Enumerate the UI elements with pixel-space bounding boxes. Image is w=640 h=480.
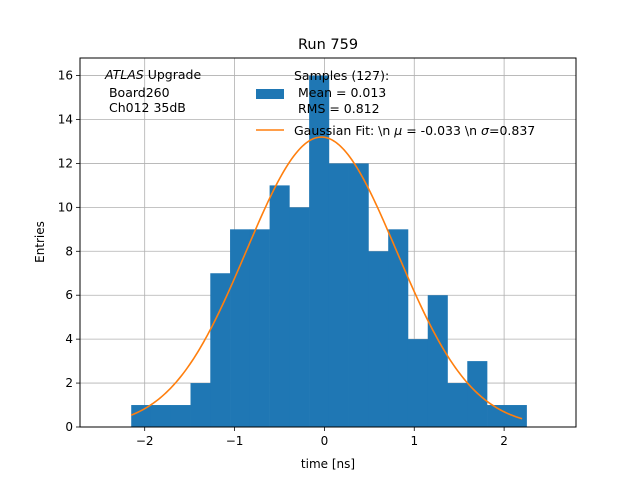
histogram-bar-11 bbox=[348, 163, 369, 427]
y-axis-ticks: 0 2 4 6 8 10 12 14 16 bbox=[58, 69, 80, 434]
legend: Samples (127): Mean = 0.013 RMS = 0.812 … bbox=[256, 68, 535, 138]
legend-fit-label: Gaussian Fit: \n μ = -0.033 \n σ=0.837 bbox=[294, 123, 535, 138]
svg-text:ATLAS Upgrade: ATLAS Upgrade bbox=[104, 67, 201, 82]
plot-frame bbox=[79, 57, 577, 428]
legend-histogram-line3: RMS = 0.812 bbox=[294, 101, 380, 116]
legend-fit-prefix: Gaussian Fit: \n bbox=[294, 123, 394, 138]
histogram-bar-8 bbox=[289, 207, 310, 427]
y-tick-label-3: 6 bbox=[65, 288, 73, 302]
histogram-bar-15 bbox=[427, 295, 448, 427]
histogram-bar-9 bbox=[309, 75, 330, 428]
x-tick-label-2: 0 bbox=[321, 434, 329, 448]
legend-histogram-line2: Mean = 0.013 bbox=[294, 85, 386, 100]
y-tick-label-0: 0 bbox=[65, 420, 73, 434]
histogram-bar-7 bbox=[269, 185, 290, 427]
annotation-channel: Ch012 35dB bbox=[105, 100, 186, 115]
chart-title: Run 759 bbox=[298, 37, 358, 53]
y-tick-label-8: 16 bbox=[58, 69, 73, 83]
histogram-bar-5 bbox=[230, 229, 251, 427]
x-axis-ticks: −2 −1 0 1 2 bbox=[136, 427, 508, 448]
legend-fit-sigma-value: =0.837 bbox=[489, 123, 535, 138]
x-tick-label-0: −2 bbox=[136, 434, 154, 448]
legend-fit-sigma: σ bbox=[481, 123, 490, 138]
x-axis-label: time [ns] bbox=[301, 457, 355, 471]
y-axis-label: Entries bbox=[33, 221, 47, 263]
histogram-bar-6 bbox=[249, 229, 270, 427]
legend-fit-mu-value: = -0.033 \n bbox=[402, 123, 481, 138]
histogram-bar-14 bbox=[407, 339, 429, 427]
y-tick-label-4: 8 bbox=[65, 244, 73, 258]
y-tick-label-5: 10 bbox=[58, 200, 73, 214]
histogram-bar-10 bbox=[328, 163, 349, 427]
y-tick-label-7: 14 bbox=[58, 113, 73, 127]
annotation-atlas: ATLAS bbox=[104, 67, 144, 82]
annotation-board: Board260 bbox=[105, 85, 170, 100]
histogram-bar-19 bbox=[506, 405, 527, 427]
y-tick-label-6: 12 bbox=[58, 156, 73, 170]
gaussian-fit-curve bbox=[130, 136, 523, 420]
legend-fit-mu: μ bbox=[393, 123, 402, 138]
y-tick-label-2: 4 bbox=[65, 332, 73, 346]
x-tick-label-1: −1 bbox=[226, 434, 244, 448]
histogram-bar-2 bbox=[170, 405, 191, 427]
legend-histogram-line1: Samples (127): bbox=[294, 68, 389, 83]
annotation-upgrade: Upgrade bbox=[144, 67, 202, 82]
legend-histogram-patch bbox=[256, 89, 284, 99]
histogram-bar-13 bbox=[388, 229, 409, 427]
histogram-bar-4 bbox=[210, 273, 231, 427]
histogram-bar-16 bbox=[447, 383, 468, 427]
y-tick-label-1: 2 bbox=[65, 376, 73, 390]
atlas-annotation: ATLAS Upgrade Board260 Ch012 35dB bbox=[104, 67, 201, 115]
x-tick-label-4: 2 bbox=[500, 434, 508, 448]
histogram-bar-3 bbox=[190, 383, 211, 427]
histogram-bar-1 bbox=[150, 405, 172, 427]
histogram-bar-0 bbox=[131, 405, 152, 427]
histogram-bar-12 bbox=[368, 251, 389, 427]
x-tick-label-3: 1 bbox=[410, 434, 418, 448]
histogram-bars bbox=[131, 75, 527, 428]
